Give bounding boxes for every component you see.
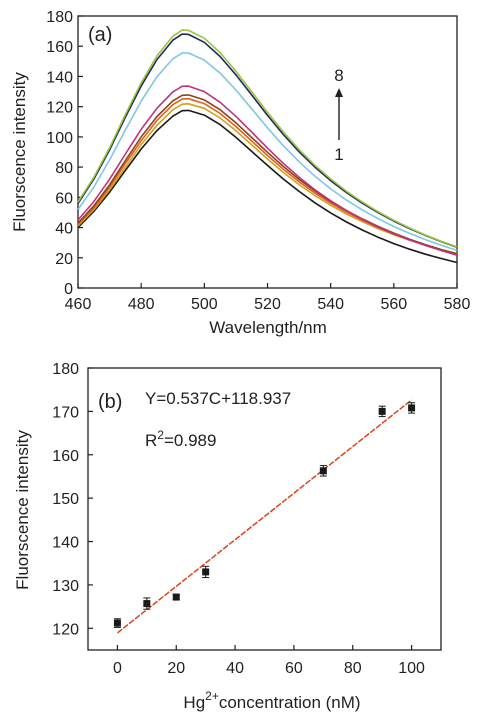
arrow-bottom-label: 1 — [334, 145, 343, 164]
panel-a-y-tick-label: 180 — [46, 9, 73, 26]
panel-a-x-tick-label: 580 — [444, 296, 471, 313]
data-point — [319, 467, 327, 475]
panel-b-y-tick-label: 140 — [52, 535, 79, 552]
panel-a-label: (a) — [88, 24, 112, 46]
spectrum-line-6 — [77, 52, 458, 252]
panel-a-x-tick-label: 480 — [128, 296, 155, 313]
spectrum-line-8 — [77, 29, 458, 248]
panel-b-x-tick-label: 20 — [167, 660, 185, 677]
data-point — [202, 568, 210, 576]
spectrum-line-2 — [77, 103, 458, 255]
panel-a-y-tick-label: 80 — [55, 160, 73, 177]
panel-a-y-tick-label: 40 — [55, 221, 73, 238]
panel-b-x-tick-label: 80 — [344, 660, 362, 677]
spectrum-line-4 — [77, 94, 458, 255]
panel-b-y-axis-label: Fluorscence intensity — [13, 430, 32, 590]
panel-a-y-axis-label: Fluorscence intensity — [10, 72, 29, 232]
data-point — [143, 600, 151, 608]
fit-equation: Y=0.537C+118.937 — [145, 389, 291, 408]
panel-b-y-tick-label: 160 — [52, 448, 79, 465]
data-point — [172, 593, 180, 601]
panel-b-x-tick-label: 60 — [285, 660, 303, 677]
panel-a-y-tick-label: 100 — [46, 130, 73, 147]
data-point — [113, 619, 121, 627]
panel-a-y-tick-label: 160 — [46, 39, 73, 56]
panel-a-x-tick-label: 560 — [380, 296, 407, 313]
panel-a-y-tick-label: 120 — [46, 100, 73, 117]
panel-b-y-tick-label: 170 — [52, 404, 79, 421]
panel-b-label: (b) — [98, 391, 122, 413]
panel-b-y-tick-label: 180 — [52, 361, 79, 378]
arrow-top-label: 8 — [334, 66, 343, 85]
panel-b-calibration-chart: 0 20 40 60 80 100 120 130 140 150 160 170 180 (b) Y=… — [13, 361, 442, 712]
panel-b-y-tick-label: 150 — [52, 491, 79, 508]
spectrum-line-1 — [77, 109, 458, 264]
panel-a-y-tick-label: 20 — [55, 251, 73, 268]
panel-b-x-axis-label: Hg2+concentration (nM) — [183, 689, 360, 712]
panel-b-plot-frame — [87, 367, 442, 651]
panel-a-spectra-chart: 460 480 500 520 540 560 580 0 20 40 60 80 100 120 140 1… — [10, 9, 470, 337]
panel-b-x-tick-label: 100 — [398, 660, 425, 677]
panel-a-x-tick-label: 520 — [254, 296, 281, 313]
panel-b-x-tick-label: 0 — [113, 660, 122, 677]
panel-a-y-tick-label: 0 — [64, 281, 73, 298]
spectrum-line-5 — [77, 85, 458, 256]
panel-b-y-tick-label: 120 — [52, 621, 79, 638]
panel-b-y-tick-label: 130 — [52, 578, 79, 595]
panel-a-x-tick-label: 540 — [317, 296, 344, 313]
series-order-arrowhead — [335, 88, 343, 97]
panel-b-x-tick-label: 40 — [226, 660, 244, 677]
panel-a-x-tick-label: 460 — [65, 296, 92, 313]
data-point — [408, 404, 416, 412]
spectrum-line-3 — [77, 97, 458, 255]
linear-fit-line — [116, 399, 413, 634]
panel-a-y-tick-label: 60 — [55, 190, 73, 207]
panel-a-y-tick-label: 140 — [46, 69, 73, 86]
r-squared-label: R2=0.989 — [145, 428, 216, 450]
panel-a-x-tick-label: 500 — [191, 296, 218, 313]
panel-a-x-axis-label: Wavelength/nm — [209, 318, 326, 337]
data-point — [378, 407, 386, 415]
